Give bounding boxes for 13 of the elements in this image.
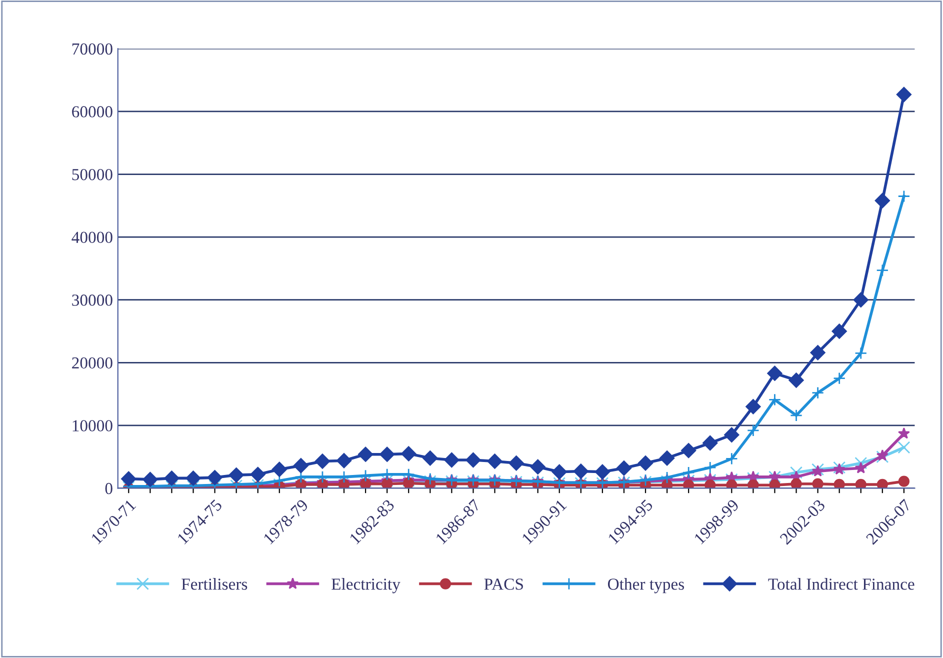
- legend-label: Other types: [608, 578, 684, 594]
- legend-label: PACS: [484, 578, 523, 590]
- y-tick-label: 60000: [72, 106, 112, 118]
- legend-label: Electricity: [332, 578, 400, 594]
- y-tick-label: 30000: [72, 294, 112, 306]
- legend-label: Fertilisers: [182, 578, 248, 590]
- y-tick-label: 70000: [72, 43, 112, 55]
- y-tick-label: 20000: [72, 357, 112, 369]
- y-tick-label: 0: [105, 482, 112, 494]
- legend-label: Total Indirect Finance: [768, 578, 914, 590]
- y-tick-label: 40000: [72, 232, 112, 244]
- y-tick-label: 50000: [72, 168, 112, 180]
- y-tick-label: 10000: [72, 420, 112, 432]
